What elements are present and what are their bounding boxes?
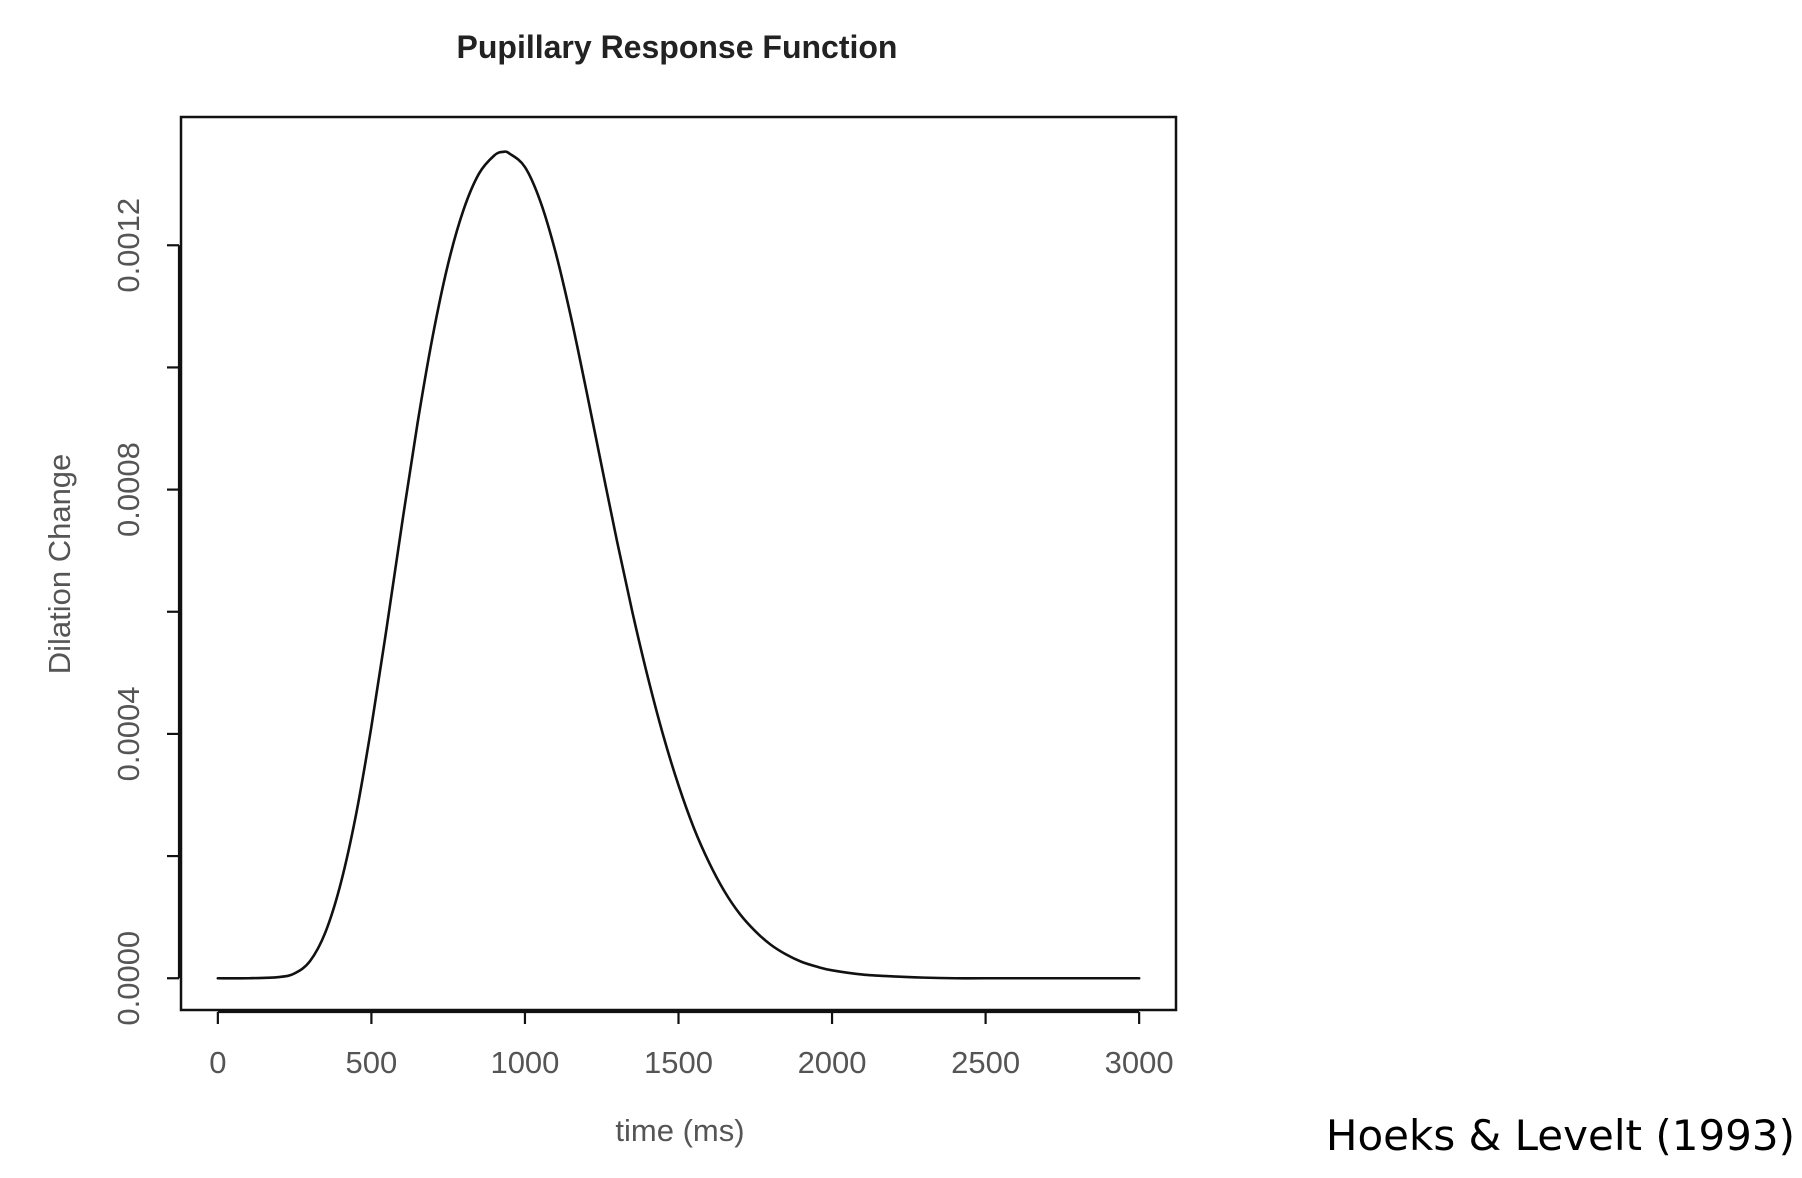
x-tick-label: 2500 [951, 1045, 1020, 1080]
x-ticks: 0 500 1000 1500 2000 2500 3000 [209, 1012, 1174, 1080]
y-ticks: 0.0000 0.0004 0.0008 0.0012 [111, 198, 179, 1026]
x-tick-label: 1500 [644, 1045, 713, 1080]
x-tick-label: 0 [209, 1045, 226, 1080]
y-tick-label: 0.0012 [111, 198, 146, 293]
chart-title: Pupillary Response Function [457, 29, 898, 65]
x-tick-label: 3000 [1105, 1045, 1174, 1080]
y-tick-label: 0.0000 [111, 931, 146, 1026]
x-tick-label: 1000 [490, 1045, 559, 1080]
x-axis-label: time (ms) [615, 1113, 744, 1148]
plot-frame [179, 115, 1178, 1012]
x-tick-label: 2000 [798, 1045, 867, 1080]
y-axis-label: Dilation Change [42, 454, 77, 675]
y-tick-label: 0.0008 [111, 442, 146, 537]
citation: Hoeks & Levelt (1993) [1326, 1111, 1795, 1160]
y-tick-label: 0.0004 [111, 687, 146, 782]
x-tick-label: 500 [346, 1045, 398, 1080]
series-line [216, 150, 1141, 980]
